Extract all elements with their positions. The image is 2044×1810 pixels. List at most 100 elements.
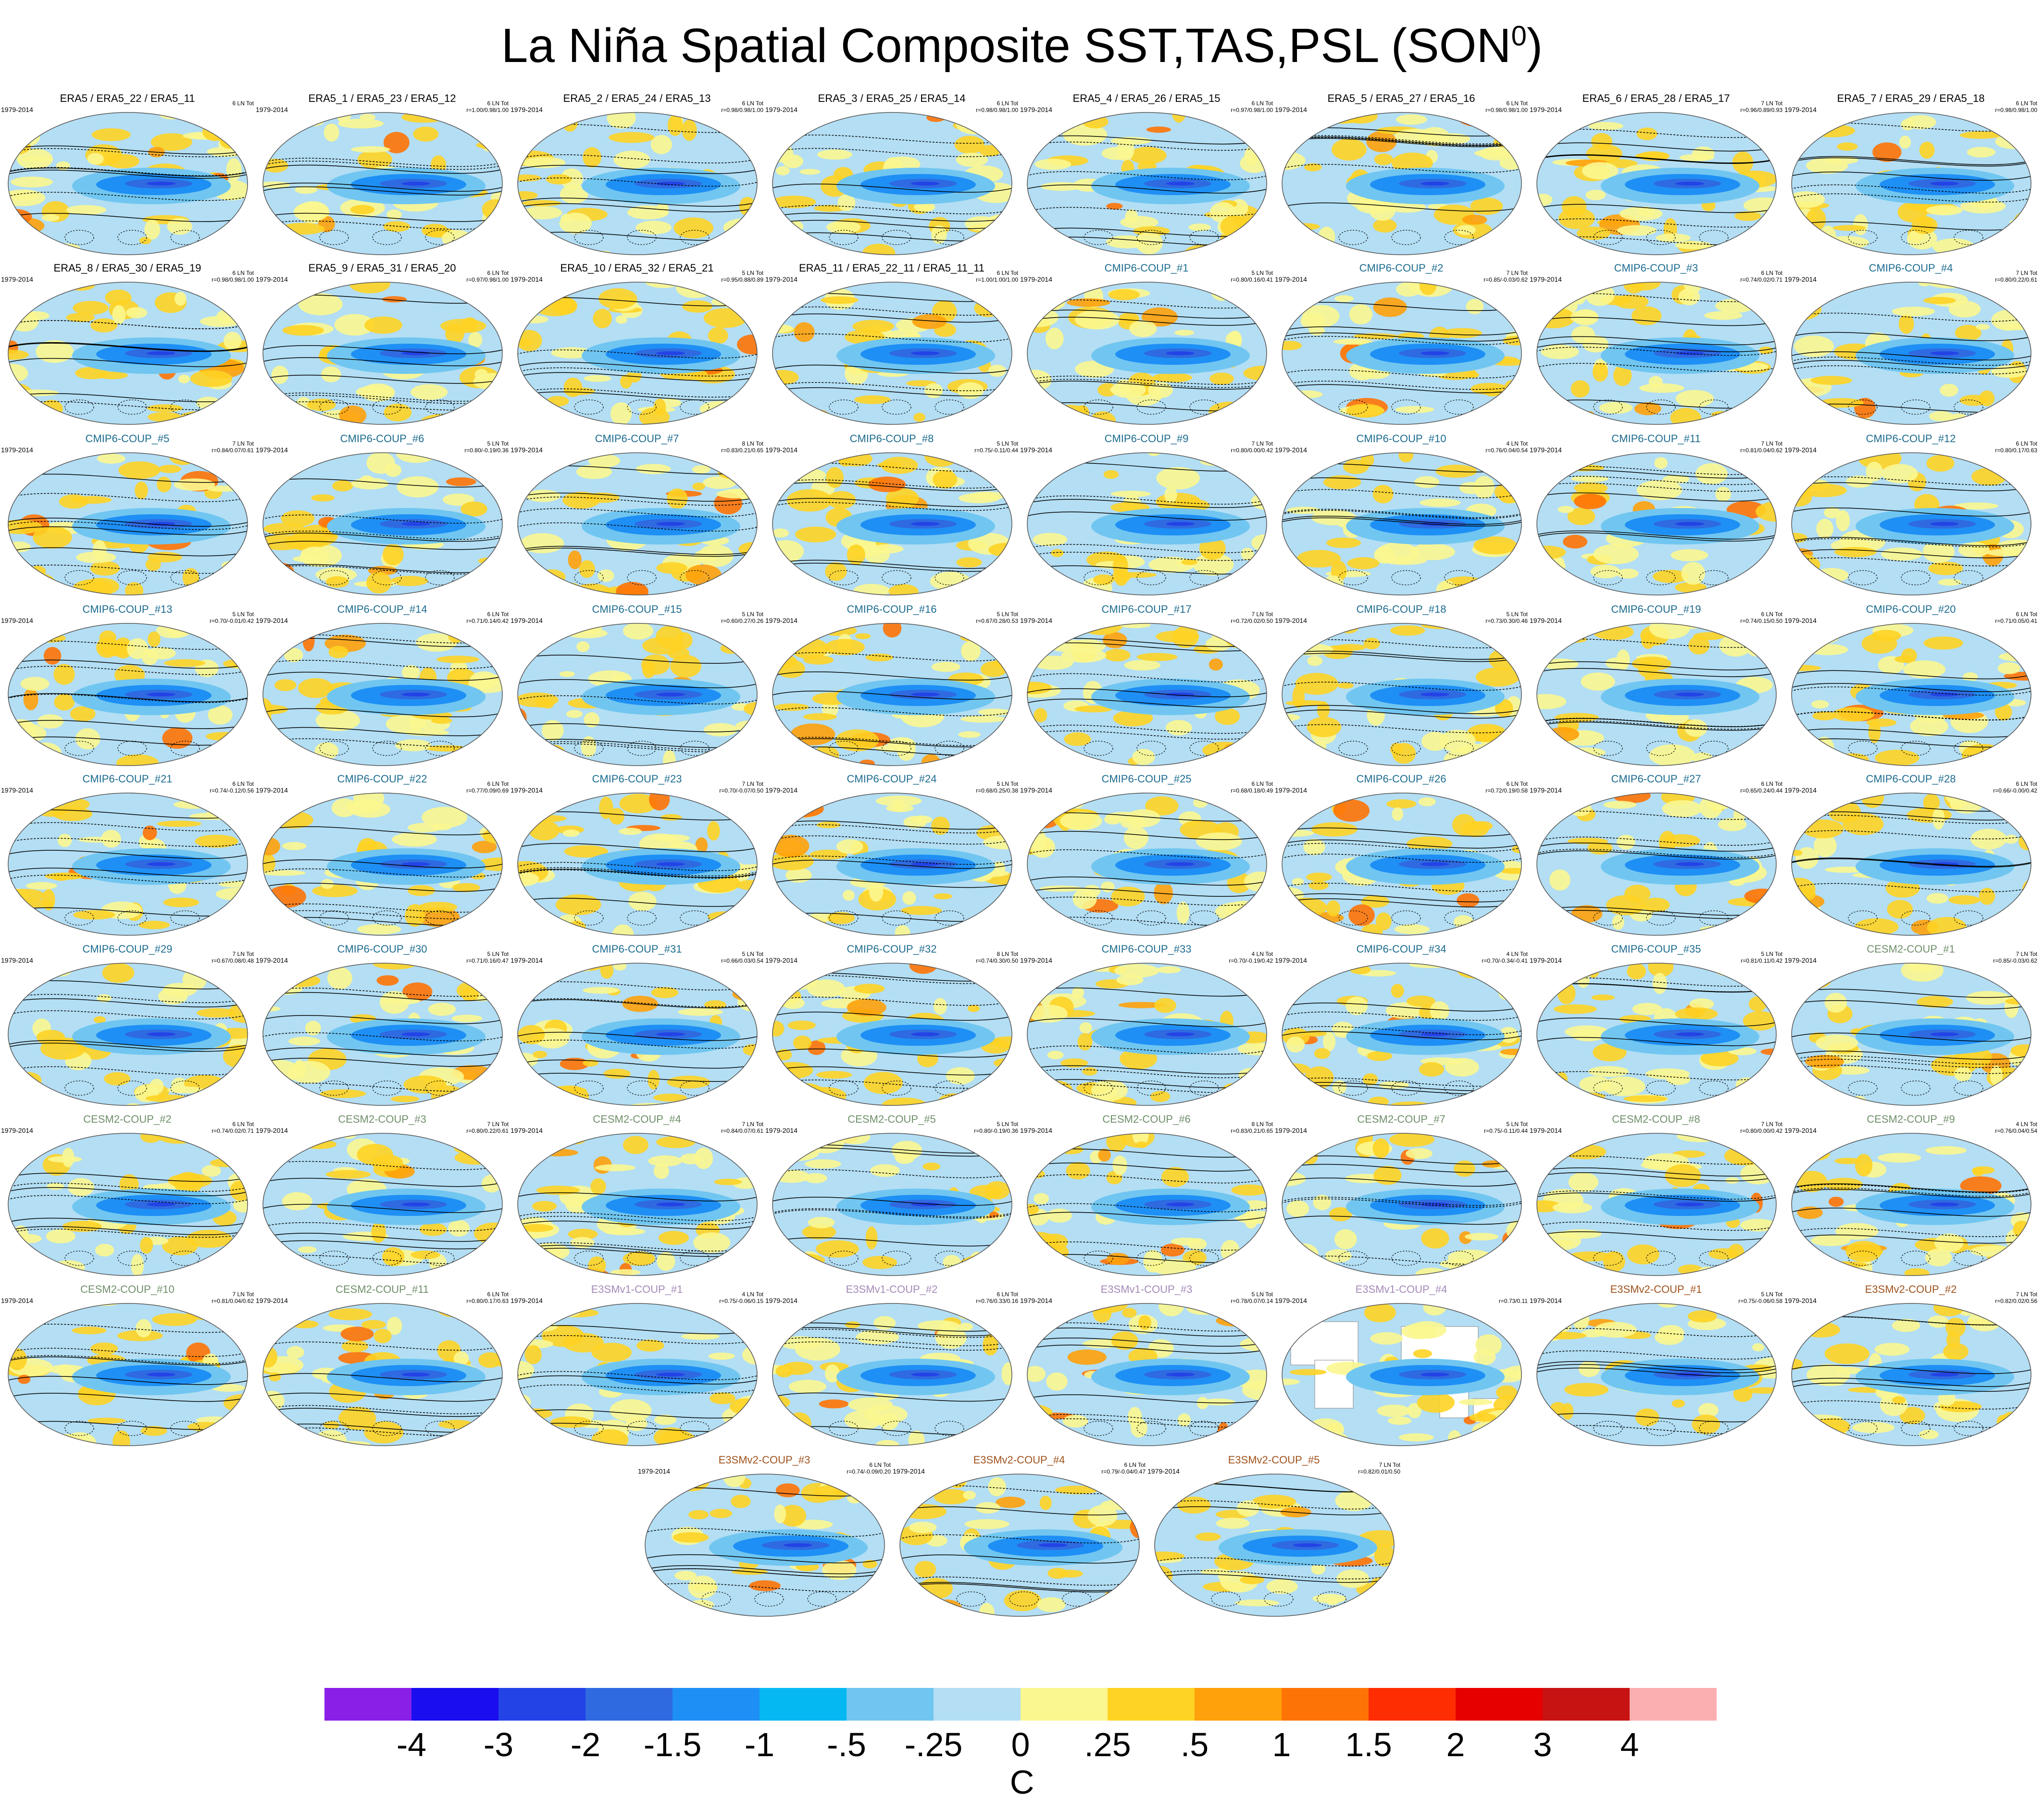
warm-anomaly-patch <box>653 398 666 416</box>
warm-anomaly-patch <box>1616 834 1635 850</box>
warm-anomaly-patch <box>416 633 457 652</box>
warm-anomaly-patch <box>1796 1171 1827 1192</box>
warm-anomaly-patch <box>1332 138 1367 161</box>
warm-anomaly-patch <box>150 133 192 151</box>
warm-anomaly-patch <box>995 1099 1012 1105</box>
warm-anomaly-patch <box>263 853 275 874</box>
composite-panel: E3SMv2-COUP_#4 1979-2014 6 LN Tot r=0.79/-0… <box>892 1454 1147 1624</box>
warm-anomaly-patch <box>1612 915 1624 930</box>
map-outline <box>262 623 503 766</box>
warm-anomaly-patch <box>1458 964 1499 979</box>
warm-anomaly-patch <box>1938 579 1962 586</box>
psl-contour-low <box>1901 741 1931 756</box>
psl-contour-low <box>1189 1080 1219 1096</box>
psl-contour-low <box>1954 1080 1983 1096</box>
warm-anomaly-patch <box>956 152 988 167</box>
panel-stats: 6 LN Tot r=0.74/-0.09/0.20 <box>847 1462 891 1475</box>
warm-anomaly-patch <box>305 1020 321 1036</box>
colorbar-box <box>324 1688 411 1721</box>
warm-anomaly-patch <box>1755 1247 1776 1270</box>
warm-anomaly-patch <box>1991 310 2027 331</box>
warm-anomaly-patch <box>775 1483 800 1498</box>
warm-anomaly-patch <box>1845 1240 1882 1262</box>
warm-anomaly-patch <box>1737 1430 1750 1446</box>
warm-anomaly-patch <box>1108 289 1140 300</box>
warm-anomaly-patch <box>75 728 100 750</box>
warm-anomaly-patch <box>1910 716 1948 736</box>
warm-anomaly-patch <box>76 551 116 563</box>
warm-anomaly-patch <box>854 983 885 994</box>
warm-anomaly-patch <box>226 464 248 475</box>
psl-contour-low <box>829 741 859 756</box>
psl-contour <box>1027 849 1267 859</box>
warm-anomaly-patch <box>1594 1322 1637 1338</box>
psl-contour <box>1792 728 2031 738</box>
psl-contour-low <box>425 1421 455 1436</box>
psl-contour <box>1792 1377 2031 1387</box>
warm-anomaly-patch <box>1504 394 1521 413</box>
map-outline <box>8 623 248 766</box>
warm-anomaly-patch <box>827 912 855 924</box>
warm-anomaly-patch <box>1135 231 1163 254</box>
map <box>1791 793 2032 936</box>
warm-anomaly-patch <box>206 748 220 766</box>
warm-anomaly-patch <box>26 967 63 976</box>
psl-contour <box>1792 830 2031 840</box>
warm-anomaly-patch <box>610 1269 641 1276</box>
warm-anomaly-patch <box>518 236 526 251</box>
warm-anomaly-patch <box>1027 1324 1046 1330</box>
warm-anomaly-patch <box>1181 559 1197 565</box>
warm-anomaly-patch <box>1649 623 1690 639</box>
psl-contour-low <box>372 910 402 926</box>
map-outline <box>1791 282 2032 425</box>
panel-stats: 6 LN Tot r=0.66/-0.00/0.42 <box>1993 781 2037 794</box>
psl-contour <box>518 897 757 907</box>
composite-panel: CMIP6-COUP_#4 1979-2014 7 LN Tot r=0.80/0.2… <box>1783 262 2038 433</box>
psl-contour <box>1537 347 1776 356</box>
psl-contour <box>773 707 1012 717</box>
panel-map <box>1536 962 1777 1109</box>
warm-anomaly-patch <box>1458 1399 1493 1405</box>
panel-correlation: r=0.80/0.00/0.42 <box>1740 1128 1782 1134</box>
psl-contour-low <box>1699 399 1729 415</box>
warm-anomaly-patch <box>672 1474 710 1491</box>
warm-anomaly-patch <box>392 832 437 847</box>
warm-anomaly-patch <box>1576 226 1610 240</box>
psl-contour-low <box>1954 741 1983 756</box>
composite-panel: ERA5 / ERA5_22 / ERA5_11 1979-2014 6 LN To… <box>0 92 255 263</box>
warm-anomaly-patch <box>520 1224 554 1232</box>
composite-panel: CMIP6-COUP_#22 1979-2014 6 LN Tot r=0.77/0.… <box>255 773 510 943</box>
warm-anomaly-patch <box>708 1352 735 1360</box>
psl-contour-low <box>1646 741 1676 756</box>
panel-map <box>1154 1473 1395 1620</box>
psl-contour <box>518 154 757 163</box>
warm-anomaly-patch <box>901 906 942 915</box>
psl-contour <box>773 205 1012 214</box>
psl-contour <box>263 182 502 192</box>
warm-anomaly-patch <box>47 1183 64 1190</box>
warm-anomaly-patch <box>1194 929 1211 935</box>
warm-anomaly-patch <box>1823 1261 1868 1268</box>
tongue-cold-anomaly <box>401 1032 430 1036</box>
tongue-cold-anomaly <box>656 1032 685 1036</box>
warm-anomaly-patch <box>988 364 1006 377</box>
warm-anomaly-patch <box>104 1072 131 1086</box>
psl-contour-low <box>425 570 455 585</box>
panel-event-count: 6 LN Tot <box>742 100 763 107</box>
warm-anomaly-patch <box>1093 574 1114 585</box>
warm-anomaly-patch <box>1129 147 1167 164</box>
warm-anomaly-patch <box>174 478 215 491</box>
panel-map <box>262 112 503 258</box>
panel-event-count: 4 LN Tot <box>1506 440 1528 447</box>
map <box>1027 1303 1267 1446</box>
tongue-cold-anomaly <box>1675 862 1704 866</box>
warm-anomaly-patch <box>1408 1403 1421 1419</box>
warm-anomaly-patch <box>776 1142 820 1161</box>
warm-anomaly-patch <box>984 1251 997 1262</box>
warm-anomaly-patch <box>2004 623 2026 634</box>
warm-anomaly-patch <box>1802 819 1844 839</box>
map <box>1791 1133 2032 1276</box>
warm-anomaly-patch <box>1986 549 2025 557</box>
warm-anomaly-patch <box>583 987 620 994</box>
warm-anomaly-patch <box>653 1163 670 1179</box>
